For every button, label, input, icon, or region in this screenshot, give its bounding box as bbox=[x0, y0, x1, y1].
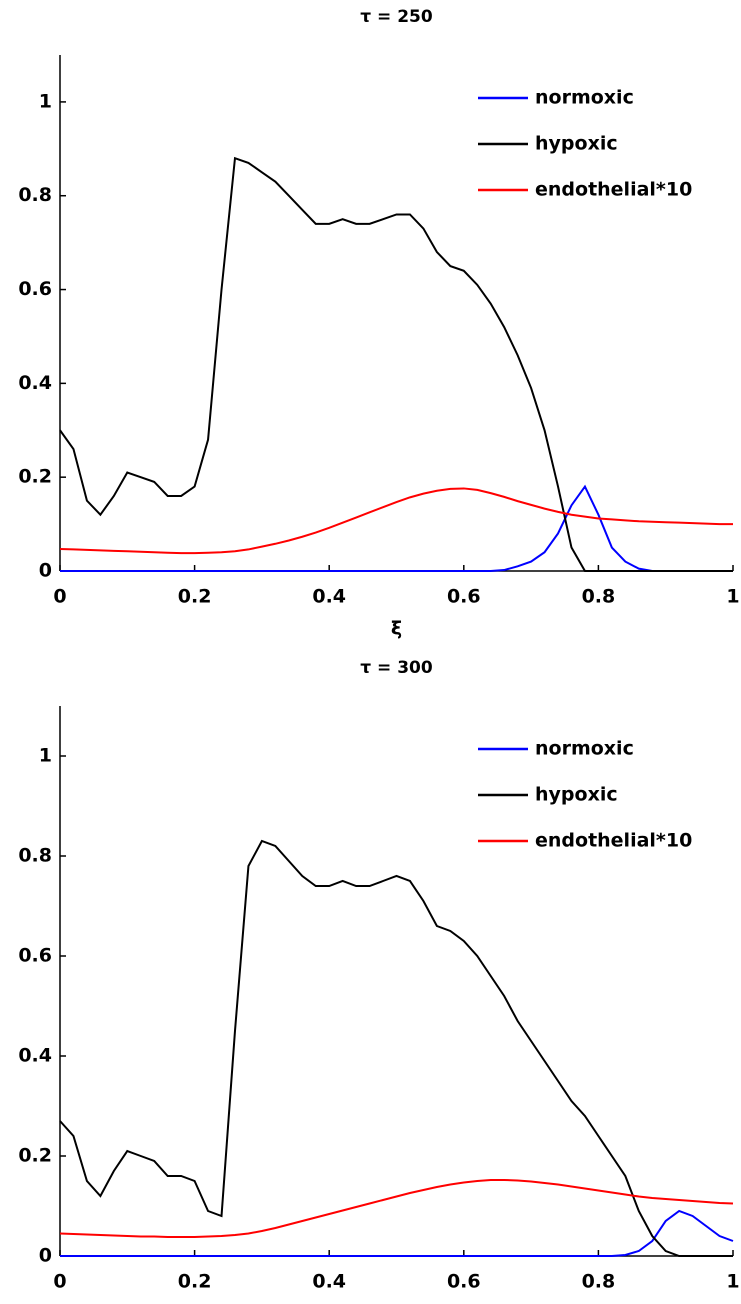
y-tick-label: 0.2 bbox=[18, 466, 52, 488]
x-tick-label: 0.2 bbox=[178, 1271, 212, 1293]
series-line bbox=[59, 1179, 734, 1238]
series-line bbox=[59, 487, 733, 555]
x-tick-label: 0.6 bbox=[447, 1271, 481, 1293]
y-tick-label: 0.6 bbox=[18, 278, 52, 300]
y-tick-label: 0.2 bbox=[18, 1145, 52, 1167]
chart-title: τ = 300 bbox=[360, 658, 433, 678]
y-tick-label: 0 bbox=[39, 1245, 52, 1267]
x-tick-label: 0 bbox=[53, 1271, 66, 1293]
y-tick-label: 0.8 bbox=[18, 845, 52, 867]
x-axis-label: ξ bbox=[391, 618, 402, 640]
x-tick-label: 1 bbox=[726, 586, 739, 608]
series-line bbox=[60, 1209, 734, 1257]
series-line bbox=[60, 484, 733, 572]
legend-label: normoxic bbox=[535, 87, 634, 109]
legend-label: hypoxic bbox=[535, 133, 618, 155]
y-tick-label: 0 bbox=[39, 560, 52, 582]
x-tick-label: 0.2 bbox=[178, 586, 212, 608]
x-tick-label: 0.6 bbox=[447, 586, 481, 608]
y-tick-label: 0.4 bbox=[18, 1045, 52, 1067]
y-tick-label: 0.4 bbox=[18, 372, 52, 394]
x-tick-label: 0.8 bbox=[582, 1271, 616, 1293]
series-line bbox=[59, 156, 733, 572]
legend-label: endothelial*10 bbox=[535, 179, 692, 201]
legend-label: endothelial*10 bbox=[535, 830, 692, 852]
x-tick-label: 0.4 bbox=[312, 1271, 346, 1293]
x-axis-label: ξ bbox=[391, 1303, 402, 1304]
x-tick-label: 1 bbox=[726, 1271, 739, 1293]
legend-label: normoxic bbox=[535, 738, 634, 760]
series-line bbox=[59, 839, 733, 1257]
y-tick-label: 0.8 bbox=[18, 184, 52, 206]
y-tick-label: 0.6 bbox=[18, 945, 52, 967]
x-tick-label: 0.4 bbox=[312, 586, 346, 608]
x-tick-label: 0 bbox=[53, 586, 66, 608]
y-tick-label: 1 bbox=[39, 745, 52, 767]
x-tick-label: 0.8 bbox=[582, 586, 616, 608]
y-tick-label: 1 bbox=[39, 90, 52, 112]
legend-label: hypoxic bbox=[535, 784, 618, 806]
chart-title: τ = 250 bbox=[360, 7, 433, 27]
